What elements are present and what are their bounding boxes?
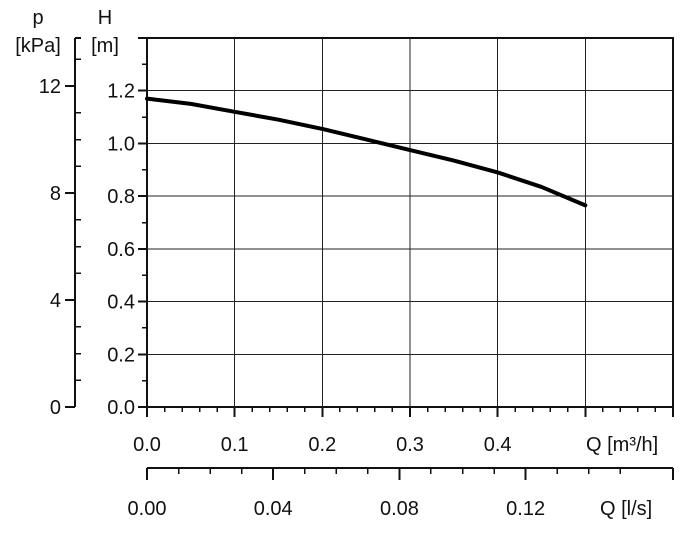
axis-layer: 0.0 0.2 0.4 0.6 0.8 1.0 1.2 0 4 8 12 0.0 0.1 0.2 0.3 0.… [39, 37, 674, 520]
p-axis-label: p [32, 7, 43, 29]
h-axis-tick-label: 0.4 [107, 292, 135, 314]
q-m3h-tick-label: 0.4 [484, 434, 512, 456]
h-axis-tick-label: 0.6 [107, 239, 135, 261]
p-axis-tick-label: 0 [50, 397, 61, 419]
p-axis-tick-label: 8 [50, 183, 61, 205]
p-axis-tick-label: 12 [39, 76, 61, 98]
h-axis-label: H [98, 7, 112, 29]
h-axis-tick-label: 1.0 [107, 133, 135, 155]
grid-layer [146, 37, 674, 408]
q-ls-axis-label: Q [l/s] [600, 498, 652, 520]
h-axis-unit: [m] [91, 35, 119, 57]
pump-head-curve [145, 96, 588, 208]
h-axis-tick-label: 1.2 [107, 81, 135, 103]
q-m3h-tick-label: 0.1 [221, 434, 249, 456]
q-ls-tick-label: 0.12 [506, 498, 545, 520]
h-axis-tick-label: 0.8 [107, 186, 135, 208]
q-ls-tick-label: 0.08 [380, 498, 419, 520]
q-m3h-axis-label: Q [m³/h] [586, 434, 658, 456]
q-ls-tick-label: 0.04 [254, 498, 293, 520]
p-axis-tick-label: 4 [50, 290, 61, 312]
q-m3h-tick-label: 0.3 [396, 434, 424, 456]
h-axis-tick-label: 0.0 [107, 397, 135, 419]
q-m3h-tick-label: 0.0 [133, 434, 161, 456]
label-layer: p [kPa] H [m] Q [m³/h] Q [l/s] [15, 7, 658, 520]
p-axis-unit: [kPa] [15, 35, 61, 57]
h-axis-tick-label: 0.2 [107, 344, 135, 366]
series-layer [145, 96, 588, 208]
q-m3h-tick-label: 0.2 [308, 434, 336, 456]
q-ls-tick-label: 0.00 [128, 498, 167, 520]
